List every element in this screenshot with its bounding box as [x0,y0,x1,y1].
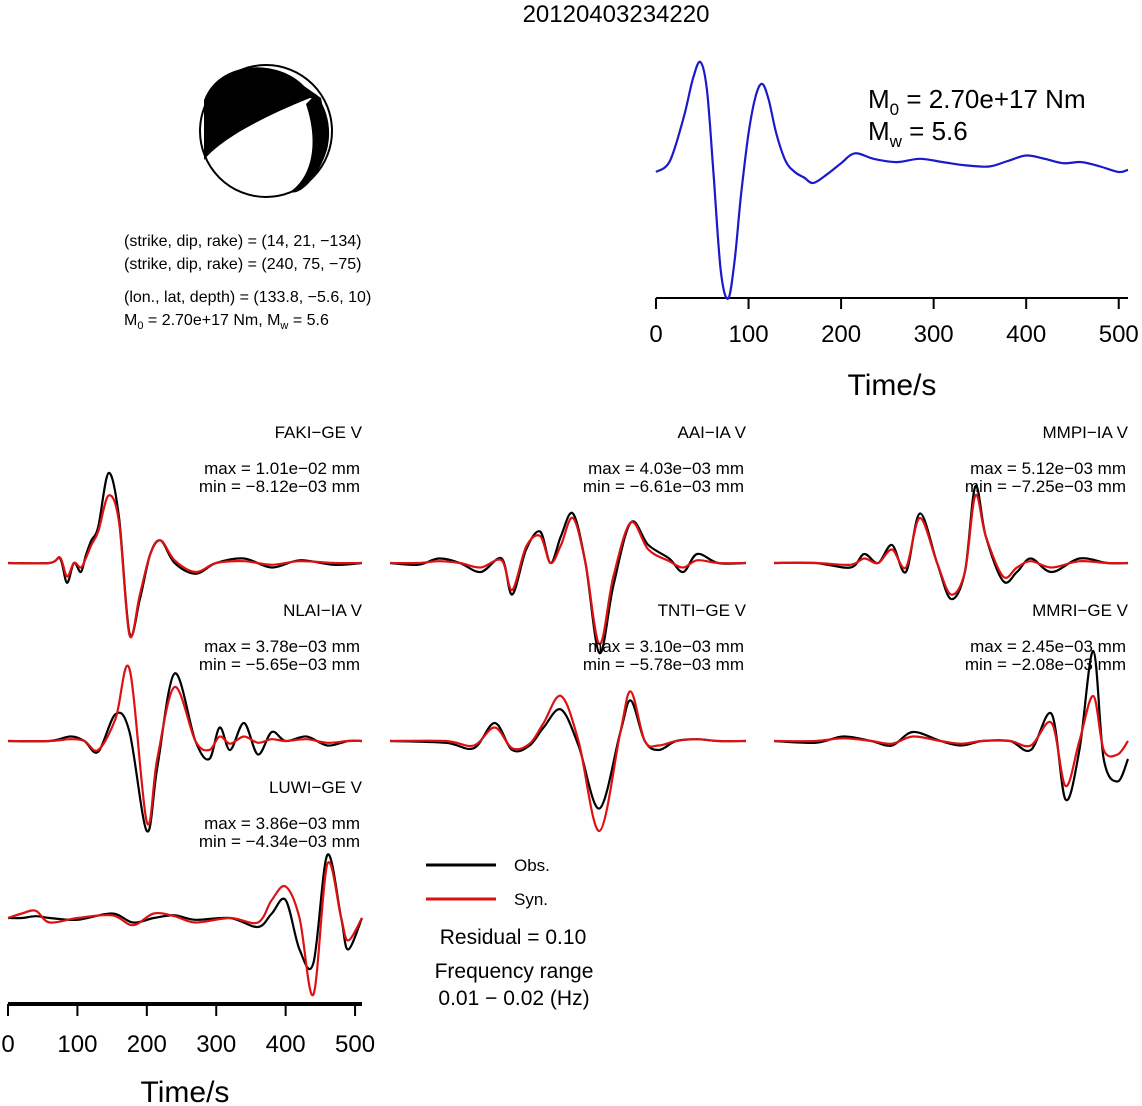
station-name: LUWI−GE V [269,778,363,797]
station-min: min = −4.34e−03 mm [199,832,360,851]
stf-tick-label: 0 [649,321,662,348]
station-min: min = −8.12e−03 mm [199,477,360,496]
residual-label: Residual = 0.10 [440,926,587,949]
legend-obs-label: Obs. [514,856,550,875]
station-max: max = 3.10e−03 mm [588,637,744,656]
stf-curve [655,60,1129,300]
waveform-xlabel: Time/s [141,1076,230,1106]
frequency-range-label: Frequency range [435,960,594,983]
synthetic-trace [773,493,1129,596]
stf-xlabel: Time/s [848,369,937,402]
synthetic-trace [773,694,1129,788]
station-max: max = 3.86e−03 mm [204,814,360,833]
observed-trace [389,699,747,810]
stf-tick-label: 100 [729,321,769,348]
station-max: max = 3.78e−03 mm [204,637,360,656]
frequency-range-value: 0.01 − 0.02 (Hz) [438,987,589,1010]
legend-syn-label: Syn. [514,890,548,909]
station-min: min = −5.65e−03 mm [199,655,360,674]
stf-tick-label: 300 [914,321,954,348]
waveform-tick-label: 0 [1,1031,14,1058]
waveform-tick-label: 200 [127,1031,167,1058]
waveform-x-axis: 0 100 200 300 400 500 Time/s [1,1002,375,1106]
station-name: MMPI−IA V [1043,423,1129,442]
station-name: FAKI−GE V [275,423,363,442]
mechanism-moment: M0 = 2.70e+17 Nm, Mw = 5.6 [124,312,329,332]
figure-title: 20120403234220 [523,1,710,28]
observed-trace [773,485,1129,601]
waveform-tick-label: 100 [57,1031,97,1058]
waveform-tick-label: 300 [196,1031,236,1058]
station-min: min = −5.78e−03 mm [583,655,744,674]
observed-trace [7,672,363,833]
synthetic-trace [7,494,363,639]
mechanism-line-1: (strike, dip, rake) = (14, 21, −134) [124,233,361,250]
synthetic-trace [7,860,363,997]
beachball [199,64,333,198]
stf-magnitude-label: Mw = 5.6 [868,116,968,151]
mechanism-line-2: (strike, dip, rake) = (240, 75, −75) [124,256,361,273]
station-name: TNTI−GE V [658,601,747,620]
station-name: MMRI−GE V [1032,601,1129,620]
synthetic-trace [389,690,747,833]
stf-moment-label: M0 = 2.70e+17 Nm [868,84,1086,119]
synthetic-trace [389,516,747,646]
stf-tick-label: 500 [1099,321,1139,348]
stf-chart: M0 = 2.70e+17 Nm Mw = 5.6 0 100 200 300 400 5… [649,60,1139,402]
station-max: max = 1.01e−02 mm [204,459,360,478]
station-name: NLAI−IA V [283,601,363,620]
observed-trace [7,853,364,971]
station-max: max = 5.12e−03 mm [970,459,1126,478]
waveform-tick-label: 500 [335,1031,375,1058]
station-max: max = 2.45e−03 mm [970,637,1126,656]
station-min: min = −7.25e−03 mm [965,477,1126,496]
observed-trace [389,511,747,655]
legend: Obs. Syn. Residual = 0.10 Frequency rang… [426,856,593,1010]
station-max: max = 4.03e−03 mm [588,459,744,478]
beachball-compression-2 [290,94,330,193]
station-name: AAI−IA V [677,423,746,442]
station-min: min = −6.61e−03 mm [583,477,744,496]
waveform-tick-label: 400 [266,1031,306,1058]
mechanism-line-3: (lon., lat, depth) = (133.8, −5.6, 10) [124,289,371,306]
stf-tick-label: 400 [1006,321,1046,348]
synthetic-trace [7,664,363,826]
station-min: min = −2.08e−03 mm [965,655,1126,674]
beachball-compression [204,67,325,185]
stf-tick-label: 200 [821,321,861,348]
